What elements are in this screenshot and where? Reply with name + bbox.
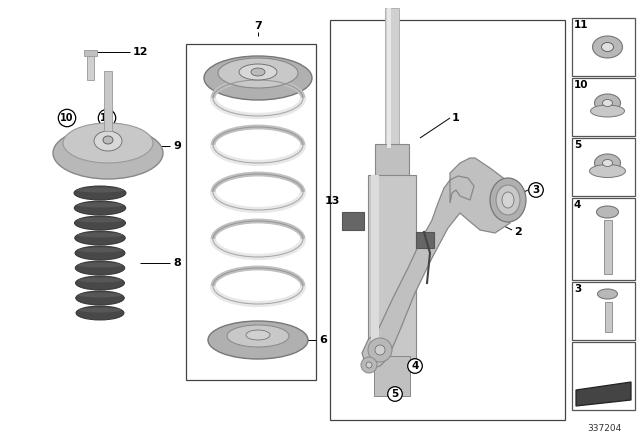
Text: 8: 8 xyxy=(173,258,180,268)
Bar xyxy=(385,8,399,148)
Polygon shape xyxy=(362,158,515,368)
Ellipse shape xyxy=(77,247,123,253)
Text: 2: 2 xyxy=(514,227,522,237)
Bar xyxy=(572,78,635,136)
Ellipse shape xyxy=(218,58,298,88)
Ellipse shape xyxy=(602,99,612,107)
Ellipse shape xyxy=(598,289,618,299)
Ellipse shape xyxy=(502,192,514,208)
Ellipse shape xyxy=(496,185,520,215)
Ellipse shape xyxy=(74,201,125,215)
Text: 1: 1 xyxy=(452,113,460,123)
Text: 7: 7 xyxy=(254,21,262,31)
Text: 5: 5 xyxy=(392,389,399,399)
Ellipse shape xyxy=(593,36,623,58)
Circle shape xyxy=(361,357,377,373)
Ellipse shape xyxy=(74,186,126,200)
Ellipse shape xyxy=(76,276,125,290)
Ellipse shape xyxy=(589,164,625,177)
Ellipse shape xyxy=(63,123,153,163)
Ellipse shape xyxy=(53,127,163,179)
Polygon shape xyxy=(576,382,631,406)
Text: 9: 9 xyxy=(173,141,181,151)
Ellipse shape xyxy=(77,233,124,237)
Bar xyxy=(371,175,379,360)
Bar xyxy=(104,71,112,131)
Ellipse shape xyxy=(595,154,621,172)
Bar xyxy=(186,44,316,380)
Bar xyxy=(572,18,635,76)
Ellipse shape xyxy=(246,330,270,340)
Ellipse shape xyxy=(591,105,625,117)
Bar xyxy=(375,144,409,180)
Bar xyxy=(84,50,97,56)
Bar xyxy=(342,212,364,230)
Bar xyxy=(330,20,565,420)
Circle shape xyxy=(366,362,372,368)
Text: 10: 10 xyxy=(574,80,589,90)
Text: 4: 4 xyxy=(412,361,419,371)
Ellipse shape xyxy=(76,188,124,193)
Circle shape xyxy=(368,338,392,362)
Bar xyxy=(387,8,391,148)
Text: 11: 11 xyxy=(100,113,114,123)
Ellipse shape xyxy=(76,261,125,275)
Bar xyxy=(572,282,635,340)
Ellipse shape xyxy=(78,307,122,313)
Bar xyxy=(368,175,416,360)
Text: 10: 10 xyxy=(60,113,74,123)
Bar xyxy=(572,342,635,410)
Ellipse shape xyxy=(75,231,125,245)
Bar xyxy=(416,232,434,248)
Ellipse shape xyxy=(251,68,265,76)
Ellipse shape xyxy=(227,325,289,347)
Ellipse shape xyxy=(596,206,618,218)
Text: 3: 3 xyxy=(574,284,581,294)
Ellipse shape xyxy=(77,293,122,297)
Ellipse shape xyxy=(77,277,122,283)
Ellipse shape xyxy=(76,306,124,320)
Circle shape xyxy=(375,345,385,355)
Ellipse shape xyxy=(76,291,124,305)
Text: 6: 6 xyxy=(319,335,327,345)
Bar xyxy=(572,198,635,280)
Bar xyxy=(374,356,410,396)
Bar xyxy=(572,138,635,196)
Ellipse shape xyxy=(490,178,526,222)
Ellipse shape xyxy=(208,321,308,359)
Ellipse shape xyxy=(595,94,621,112)
Ellipse shape xyxy=(239,64,277,80)
Ellipse shape xyxy=(74,216,125,230)
Ellipse shape xyxy=(602,43,614,52)
Ellipse shape xyxy=(77,217,124,223)
Text: 3: 3 xyxy=(532,185,540,195)
Text: 337204: 337204 xyxy=(587,423,621,432)
Bar xyxy=(605,302,611,332)
Text: 11: 11 xyxy=(574,20,589,30)
Text: 12: 12 xyxy=(133,47,148,57)
Bar xyxy=(87,52,94,80)
Ellipse shape xyxy=(204,56,312,100)
Ellipse shape xyxy=(75,246,125,260)
Ellipse shape xyxy=(602,159,612,167)
Text: 13: 13 xyxy=(324,196,340,206)
Bar xyxy=(604,220,611,274)
Ellipse shape xyxy=(94,131,122,151)
Ellipse shape xyxy=(77,263,123,267)
Ellipse shape xyxy=(76,202,124,207)
Text: 5: 5 xyxy=(574,140,581,150)
Text: 4: 4 xyxy=(574,200,581,210)
Ellipse shape xyxy=(103,136,113,144)
